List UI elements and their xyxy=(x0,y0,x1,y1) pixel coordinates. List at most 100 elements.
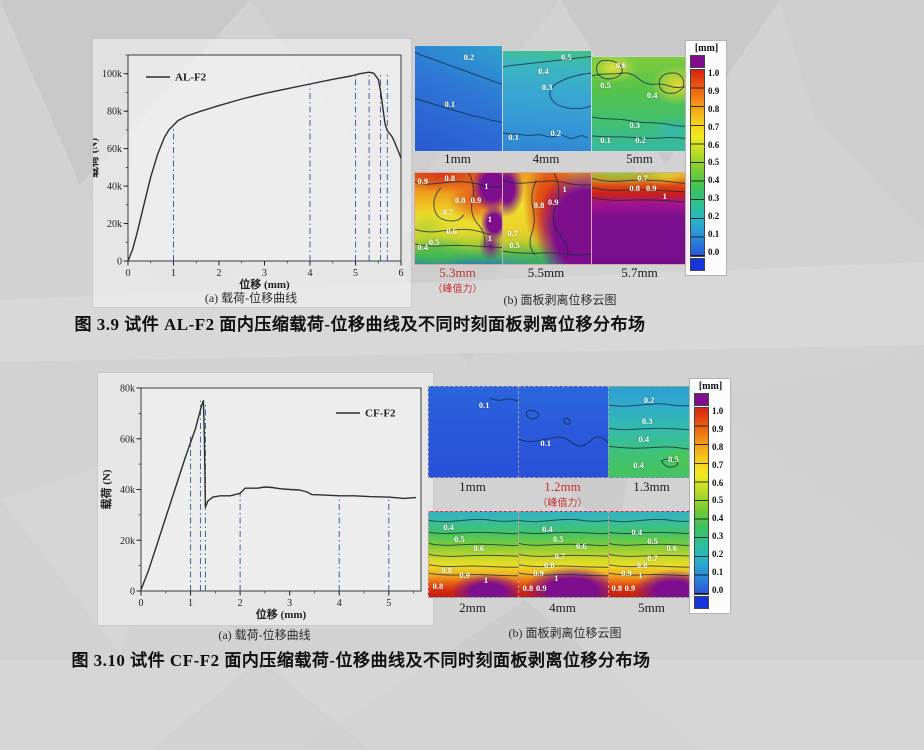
contour-panel-cf-2mm: 0.4 0.5 0.6 0.8 0.9 1 0.8 xyxy=(428,511,519,598)
contour-label: 0.4 xyxy=(633,460,644,471)
contour-label: 0.6 xyxy=(473,542,485,553)
time-label: 1mm xyxy=(444,151,471,166)
colorbar-gradient xyxy=(690,69,705,257)
contour-label: 0.7 xyxy=(554,551,566,562)
contour-label: 0.9 xyxy=(621,568,632,579)
contour-lines xyxy=(415,46,502,151)
contour-label: 0.5 xyxy=(668,454,679,464)
colorbar-ticks: 1.0 0.9 0.8 0.7 0.6 0.5 0.4 0.3 0.2 0.1 0.0 xyxy=(708,68,720,257)
colorbar-ticks: 1.0 0.9 0.8 0.7 0.6 0.5 0.4 0.3 0.2 0.1 0.0 xyxy=(712,406,724,595)
contour-label: 0.7 xyxy=(507,228,518,239)
svg-text:AL-F2: AL-F2 xyxy=(175,72,207,84)
contour-label: 0.8 xyxy=(611,582,623,593)
svg-text:0: 0 xyxy=(130,587,135,598)
svg-text:20k: 20k xyxy=(107,219,122,230)
contour-label: 0.8 xyxy=(533,199,545,210)
time-label: 1.3mm xyxy=(633,479,670,494)
contour-label: 1 xyxy=(487,232,492,243)
svg-text:载荷 (N): 载荷 (N) xyxy=(99,469,113,509)
svg-text:0: 0 xyxy=(117,257,122,268)
subcaption-b-fig310: (b) 面板剥离位移云图 xyxy=(508,626,622,640)
contour-panel-al-4mm: 0.5 0.4 0.3 0.1 0.2 xyxy=(502,50,592,152)
subcaption-b-fig39: (b) 面板剥离位移云图 xyxy=(503,293,617,307)
contour-label: 0.7 xyxy=(647,552,658,563)
contour-label: 0.5 xyxy=(561,52,572,62)
subcaption-a-fig39: (a) 载荷-位移曲线 xyxy=(204,291,298,305)
contour-label: 0.5 xyxy=(509,239,520,250)
time-label-peak: 5.3mm xyxy=(439,265,476,280)
colorbar-under-swatch xyxy=(690,258,705,271)
figure-caption-3-9: 图 3.9 试件 AL-F2 面内压缩载荷-位移曲线及不同时刻面板剥离位移分布场 xyxy=(74,315,646,334)
svg-text:6: 6 xyxy=(399,268,404,279)
svg-text:60k: 60k xyxy=(120,434,135,445)
contour-label: 0.4 xyxy=(538,66,549,76)
contour-label: 0.1 xyxy=(600,134,611,145)
contour-label: 0.8 xyxy=(454,195,466,206)
time-label: 5.7mm xyxy=(621,265,658,280)
contour-lines xyxy=(592,57,689,151)
contour-label: 0.5 xyxy=(552,534,564,545)
svg-text:1: 1 xyxy=(188,598,193,609)
svg-text:2: 2 xyxy=(238,598,243,609)
contour-label: 0.7 xyxy=(637,172,648,183)
load-displacement-chart-cf-f2: 0 1 2 3 4 5 0 20k 40k 60k 80k 位移 (mm) 载荷 (N) CF-F2 xyxy=(97,372,434,626)
contour-lines xyxy=(609,512,696,597)
contour-label: 0.8 xyxy=(432,580,444,591)
contour-panel-cf-1mm: 0.1 xyxy=(428,386,519,478)
contour-label: 1 xyxy=(562,184,567,195)
svg-text:5: 5 xyxy=(386,598,391,609)
colorbar-title: [mm] xyxy=(694,43,719,54)
svg-text:40k: 40k xyxy=(120,485,135,496)
contour-lines xyxy=(519,387,608,477)
svg-text:100k: 100k xyxy=(102,69,122,80)
contour-label: 0.2 xyxy=(463,51,475,62)
contour-lines xyxy=(415,173,502,264)
colorbar-over-swatch xyxy=(690,55,705,68)
contour-label: 0.4 xyxy=(646,89,658,100)
contour-lines xyxy=(503,51,591,151)
contour-panel-cf-4mm: 0.4 0.5 0.6 0.7 0.8 0.9 1 0.8 0.9 xyxy=(518,511,609,598)
time-label: 4mm xyxy=(549,600,576,615)
peak-force-note: （峰值力） xyxy=(432,284,483,295)
colorbar-over-swatch xyxy=(694,393,709,406)
time-label: 1mm xyxy=(459,479,486,494)
contour-label: 0.8 xyxy=(543,559,555,570)
time-label: 5mm xyxy=(626,151,653,166)
time-label: 4mm xyxy=(532,151,560,166)
contour-lines xyxy=(592,173,689,264)
svg-text:5: 5 xyxy=(353,268,358,279)
contour-label: 0.1 xyxy=(540,437,551,448)
svg-text:4: 4 xyxy=(308,268,313,279)
svg-text:位移 (mm): 位移 (mm) xyxy=(256,607,307,621)
contour-label: 0.3 xyxy=(541,82,553,92)
contour-label: 0.9 xyxy=(535,582,547,593)
contour-label: 0.7 xyxy=(442,207,454,218)
svg-text:0: 0 xyxy=(139,598,144,609)
svg-text:80k: 80k xyxy=(107,107,122,118)
svg-text:CF-F2: CF-F2 xyxy=(365,408,396,420)
contour-label: 0.8 xyxy=(629,183,640,194)
contour-label: 0.2 xyxy=(550,128,562,138)
contour-panel-al-5p7mm: 0.7 0.8 0.9 1 xyxy=(591,172,690,265)
contour-label: 0.8 xyxy=(444,173,456,184)
svg-text:80k: 80k xyxy=(120,384,135,395)
contour-label: 0.2 xyxy=(643,394,655,405)
contour-label: 0.8 xyxy=(636,559,648,570)
svg-text:3: 3 xyxy=(262,268,267,279)
contour-label: 0.6 xyxy=(615,59,627,70)
contour-panel-cf-5mm: 0.4 0.5 0.6 0.7 0.8 0.9 1 0.8 0.9 xyxy=(608,511,697,598)
svg-text:4: 4 xyxy=(337,598,342,609)
colorbar: [mm] 1.0 0.9 0.8 0.7 0.6 0.5 0.4 0.3 0.2 0.1 0.0 xyxy=(685,40,727,276)
contour-label: 1 xyxy=(638,569,643,580)
contour-label: 1 xyxy=(483,575,489,585)
svg-text:20k: 20k xyxy=(120,536,135,547)
contour-label: 1 xyxy=(487,213,492,224)
contour-label: 0.9 xyxy=(645,183,657,194)
contour-label: 0.4 xyxy=(417,241,429,252)
contour-label: 0.9 xyxy=(547,197,559,208)
svg-text:2: 2 xyxy=(217,268,222,279)
contour-panel-al-5mm: 0.6 0.5 0.4 0.3 0.1 0.2 xyxy=(591,56,690,152)
svg-text:60k: 60k xyxy=(107,144,122,155)
svg-text:40k: 40k xyxy=(107,182,122,193)
